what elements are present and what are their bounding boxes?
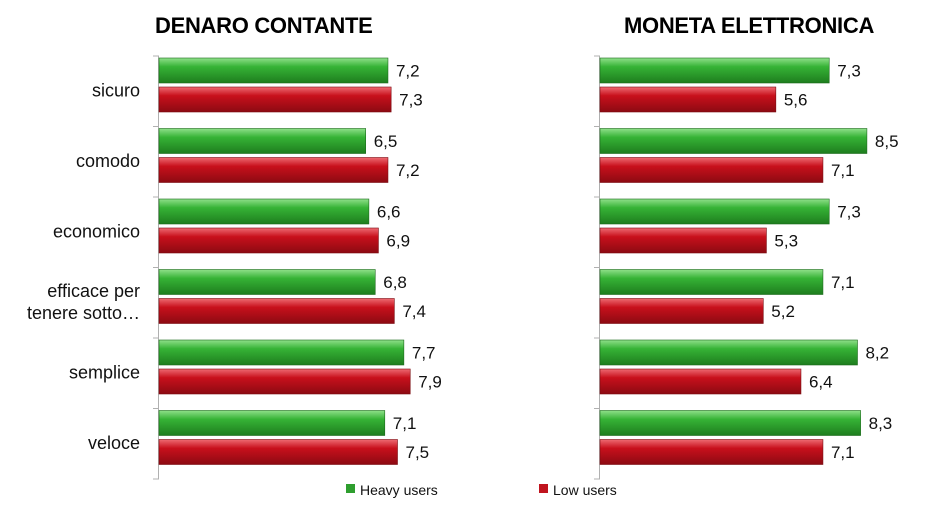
legend-label-low: Low users [553, 482, 617, 498]
denaro-value-label-heavy: 6,5 [374, 132, 398, 151]
denaro-value-label-low: 7,5 [406, 443, 430, 462]
moneta-value-label-heavy: 7,3 [837, 62, 861, 81]
moneta-bar-heavy [599, 128, 868, 154]
moneta-bar-heavy [599, 269, 824, 295]
denaro-contante-panel: 7,2 7,3 6,5 7,2 6,6 6,9 6,8 7,4 7,7 7,9 7,1 7,5 [153, 55, 442, 480]
moneta-value-label-heavy: 7,3 [837, 203, 861, 222]
category-label: veloce [88, 433, 140, 453]
denaro-bar-low [158, 439, 398, 465]
denaro-bar-low [158, 227, 379, 254]
denaro-value-label-heavy: 6,6 [377, 203, 401, 222]
category-label: economico [53, 221, 140, 241]
denaro-bar-heavy [158, 57, 389, 84]
moneta-value-label-low: 7,1 [831, 443, 855, 462]
denaro-value-label-heavy: 7,7 [412, 344, 436, 363]
legend-label-heavy: Heavy users [360, 482, 438, 498]
denaro-bar-low [158, 368, 411, 395]
denaro-value-label-low: 6,9 [386, 232, 410, 251]
moneta-value-label-heavy: 7,1 [831, 273, 855, 292]
moneta-value-label-low: 7,1 [831, 161, 855, 180]
denaro-bar-low [158, 86, 392, 113]
denaro-bar-low [158, 157, 389, 183]
moneta-value-label-heavy: 8,5 [875, 132, 899, 151]
denaro-value-label-heavy: 7,2 [396, 62, 420, 81]
legend-swatch-heavy [346, 484, 355, 493]
legend: Heavy users Low users [346, 482, 617, 498]
denaro-bar-heavy [158, 128, 366, 154]
right-chart-title: MONETA ELETTRONICA [624, 13, 874, 38]
denaro-value-label-low: 7,2 [396, 161, 420, 180]
denaro-bar-heavy [158, 269, 376, 295]
moneta-elettronica-panel: 7,3 5,6 8,5 7,1 7,3 5,3 7,1 5,2 8,2 6,4 8,3 7,1 [594, 55, 899, 480]
denaro-value-label-low: 7,9 [418, 373, 442, 392]
category-label: comodo [76, 151, 140, 171]
denaro-value-label-low: 7,4 [402, 302, 426, 321]
moneta-value-label-low: 6,4 [809, 373, 833, 392]
moneta-bar-low [599, 368, 802, 395]
denaro-bar-heavy [158, 198, 370, 225]
legend-swatch-low [539, 484, 548, 493]
moneta-bar-low [599, 439, 824, 465]
moneta-value-label-low: 5,6 [784, 91, 808, 110]
category-labels: sicuro comodo economico efficace per tenere … [27, 80, 140, 453]
moneta-value-label-heavy: 8,3 [869, 414, 893, 433]
denaro-bar-heavy [158, 339, 405, 366]
denaro-value-label-heavy: 6,8 [383, 273, 407, 292]
denaro-bar-low [158, 298, 395, 324]
denaro-value-label-low: 7,3 [399, 91, 423, 110]
moneta-bar-heavy [599, 198, 830, 225]
moneta-bar-low [599, 157, 824, 183]
moneta-bar-heavy [599, 339, 858, 366]
moneta-bar-low [599, 227, 767, 254]
moneta-value-label-heavy: 8,2 [865, 344, 889, 363]
category-label: semplice [69, 362, 140, 382]
moneta-value-label-low: 5,2 [771, 302, 795, 321]
denaro-value-label-heavy: 7,1 [393, 414, 417, 433]
moneta-value-label-low: 5,3 [774, 232, 798, 251]
left-chart-title: DENARO CONTANTE [155, 13, 373, 38]
category-label: sicuro [92, 80, 140, 100]
moneta-bar-heavy [599, 57, 830, 84]
denaro-bar-heavy [158, 410, 386, 436]
moneta-bar-low [599, 298, 764, 324]
moneta-bar-heavy [599, 410, 861, 436]
moneta-bar-low [599, 86, 777, 113]
category-label: efficace per tenere sotto… [27, 281, 140, 323]
